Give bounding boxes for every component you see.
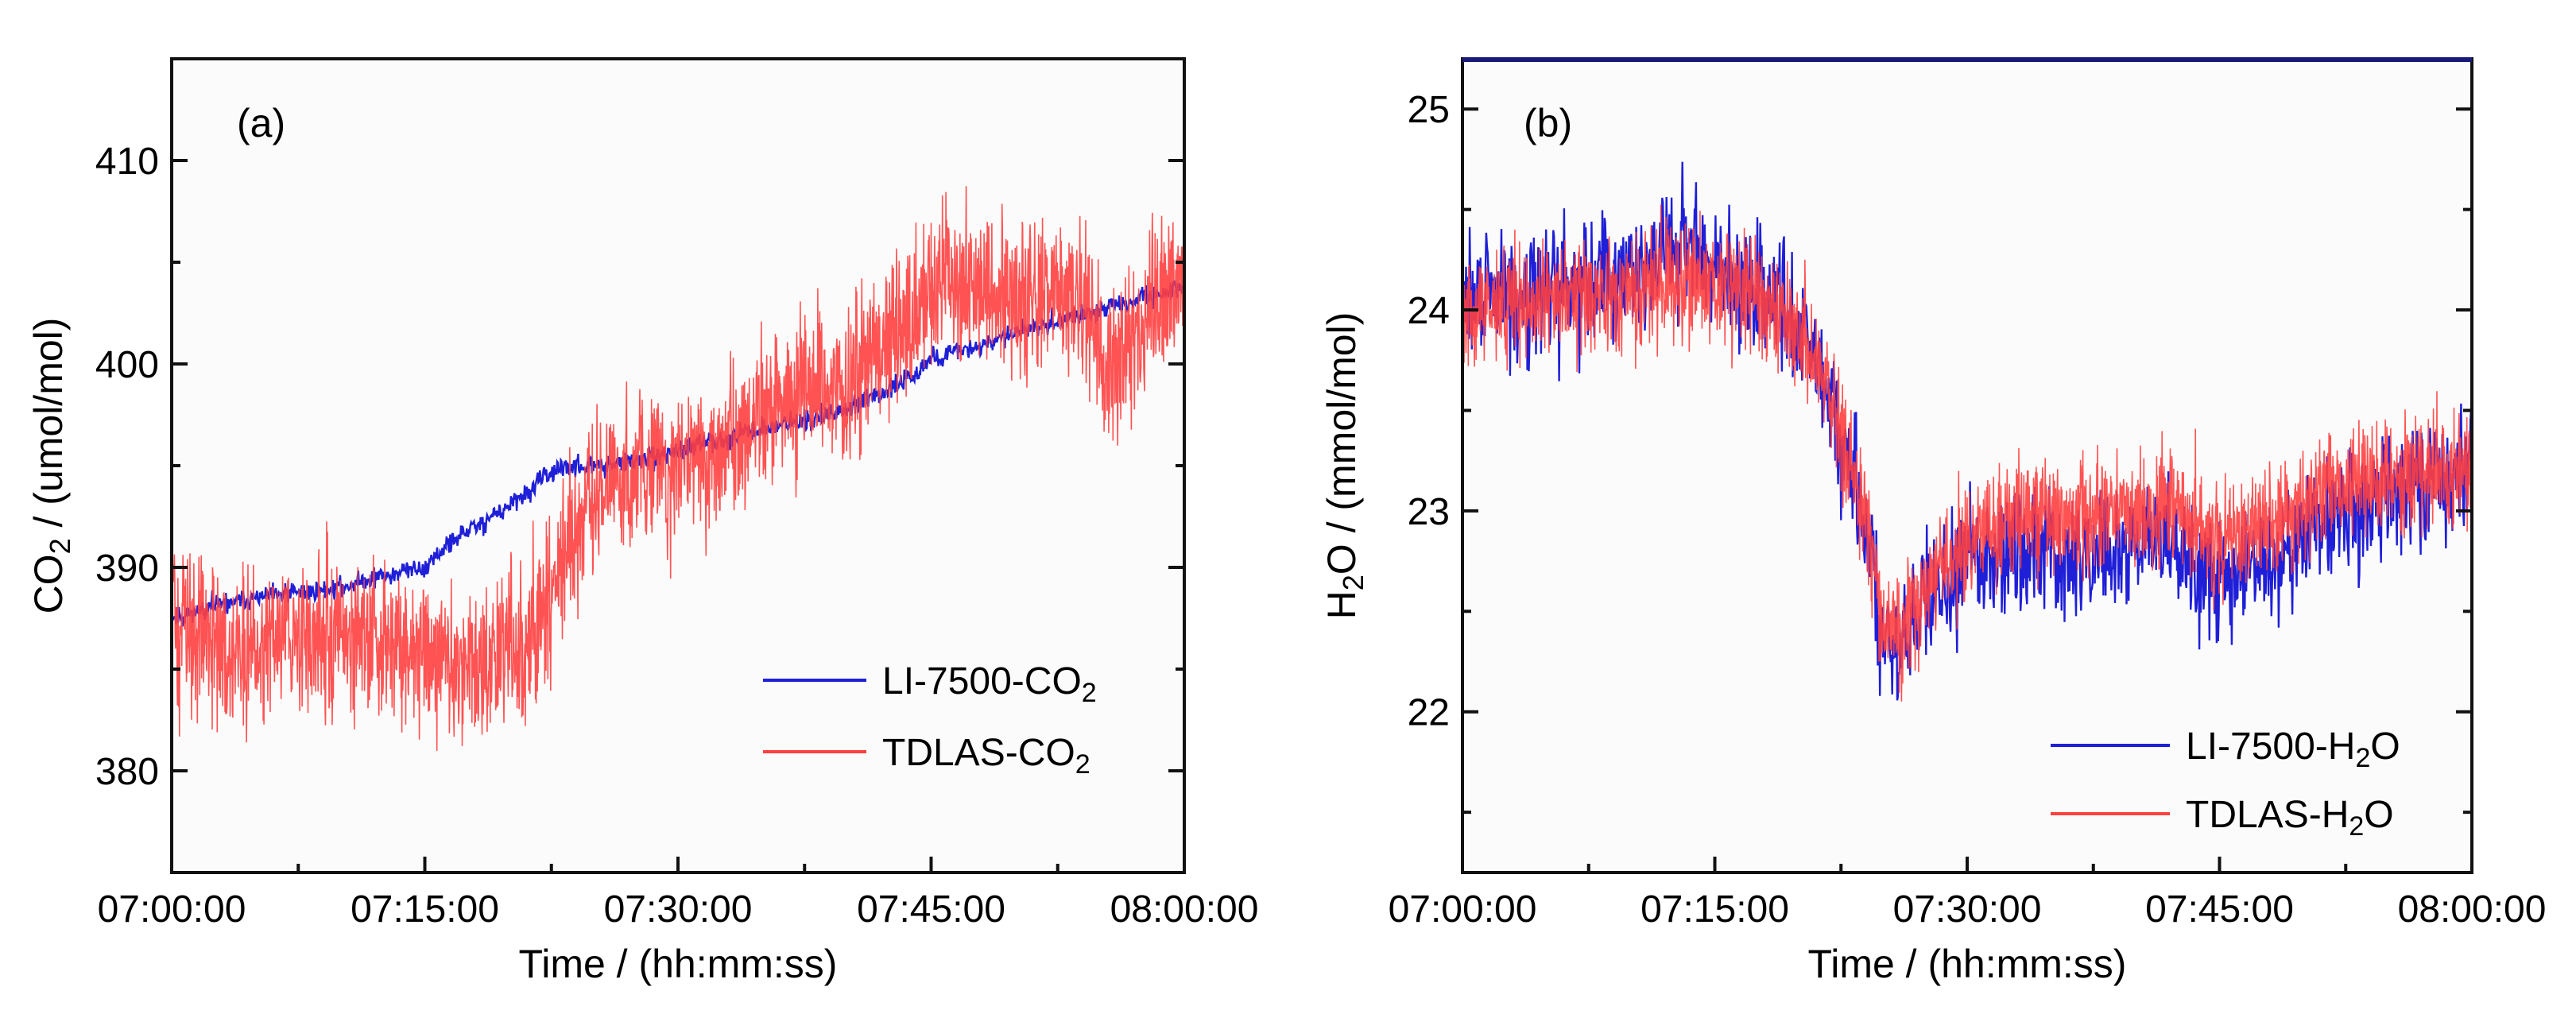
y-tick-label-b-3: 25 — [1408, 89, 1450, 131]
x-axis-title-b: Time / (hh:mm:ss) — [1808, 942, 2127, 986]
legend-a: LI-7500-CO2 TDLAS-CO2 — [763, 660, 1097, 780]
legend-label-tdlas-h2o: TDLAS-H2O — [2186, 794, 2394, 842]
x-axis-title-a: Time / (hh:mm:ss) — [519, 942, 838, 986]
panel-a: 07:00:00 07:15:00 07:30:00 07:45:00 08:00:00… — [26, 57, 1259, 986]
y-tick-label-a-3: 410 — [95, 141, 159, 183]
legend-b: LI-7500-H2O TDLAS-H2O — [2051, 726, 2400, 842]
x-tick-label-b-3: 07:45:00 — [2145, 888, 2294, 931]
legend-label-tdlas-co2: TDLAS-CO2 — [882, 732, 1090, 780]
panel-label-a: (a) — [237, 101, 285, 145]
x-tick-label-b-1: 07:15:00 — [1641, 888, 1789, 931]
legend-label-li7500-co2: LI-7500-CO2 — [882, 660, 1097, 708]
x-tick-label-a-0: 07:00:00 — [98, 888, 246, 931]
y-tick-label-b-0: 22 — [1408, 692, 1450, 734]
y-axis-title-b: H2O / (mmol/mol) — [1319, 312, 1369, 620]
y-axis-title-a: CO2 / (umol/mol) — [26, 318, 76, 614]
panel-b: 07:00:00 07:15:00 07:30:00 07:45:00 08:00:00… — [1319, 57, 2547, 986]
y-tick-label-b-2: 24 — [1408, 290, 1450, 332]
panel-label-b: (b) — [1524, 101, 1572, 145]
x-tick-label-b-4: 08:00:00 — [2398, 888, 2547, 931]
y-tick-label-a-0: 380 — [95, 751, 159, 793]
x-tick-label-a-3: 07:45:00 — [857, 888, 1005, 931]
x-tick-label-b-2: 07:30:00 — [1893, 888, 2042, 931]
x-tick-label-a-4: 08:00:00 — [1110, 888, 1259, 931]
y-tick-label-a-2: 400 — [95, 344, 159, 386]
x-tick-label-b-0: 07:00:00 — [1389, 888, 1537, 931]
series-line-b-1 — [1462, 204, 2473, 702]
series-line-b-0 — [1461, 161, 2473, 701]
y-tick-label-a-1: 390 — [95, 548, 159, 590]
y-tick-label-b-1: 23 — [1408, 491, 1450, 533]
series-line-a-1 — [171, 186, 1185, 751]
legend-label-li7500-h2o: LI-7500-H2O — [2186, 726, 2400, 773]
x-tick-label-a-2: 07:30:00 — [604, 888, 753, 931]
x-tick-label-a-1: 07:15:00 — [351, 888, 499, 931]
